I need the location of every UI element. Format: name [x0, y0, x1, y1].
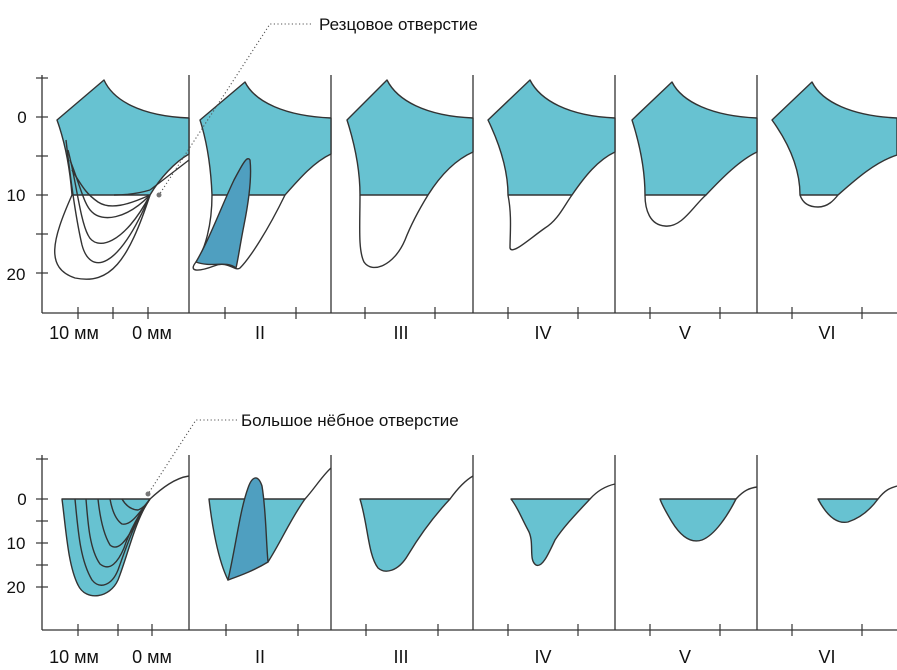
top-x-label-v: V — [679, 323, 691, 343]
bottom-y-label-10: 10 — [7, 534, 26, 553]
bottom-ii-dark-segment — [227, 477, 269, 581]
top-panel: 0 10 20 — [7, 15, 897, 343]
bottom-y-label-0: 0 — [17, 490, 26, 509]
bottom-section-2 — [208, 467, 332, 581]
bottom-x-label-10mm: 10 мм — [49, 647, 99, 667]
bottom-y-ticks — [36, 458, 48, 588]
top-section-2 — [192, 81, 332, 271]
top-callout-leader — [158, 23, 311, 196]
top-x-label-10mm: 10 мм — [49, 323, 99, 343]
top-y-label-20: 20 — [7, 265, 26, 284]
top-ii-dark-segment — [195, 158, 252, 269]
bottom-callout-leader — [147, 419, 237, 495]
bottom-greater-palatine-dot — [145, 491, 151, 497]
top-section-6 — [771, 81, 897, 208]
top-x-label-iii: III — [393, 323, 408, 343]
bottom-x-label-v: V — [679, 647, 691, 667]
top-x-label-vi: VI — [818, 323, 835, 343]
top-separators — [188, 75, 758, 313]
bottom-callout-label: Большое нёбное отверстие — [241, 411, 459, 430]
bottom-x-label-vi: VI — [818, 647, 835, 667]
bottom-section-1 — [61, 475, 190, 597]
bottom-panel: 0 10 20 — [7, 411, 897, 667]
bottom-x-label-0mm: 0 мм — [132, 647, 172, 667]
top-callout-label: Резцовое отверстие — [319, 15, 478, 34]
bottom-section-6 — [817, 485, 897, 524]
bottom-section-3 — [359, 475, 474, 572]
top-section-1 — [54, 79, 190, 280]
bottom-x-ticks — [77, 624, 863, 636]
bottom-x-label-ii: II — [255, 647, 265, 667]
top-y-label-0: 0 — [17, 108, 26, 127]
top-section-5 — [631, 81, 758, 227]
bottom-x-label-iii: III — [393, 647, 408, 667]
top-x-label-0mm: 0 мм — [132, 323, 172, 343]
bottom-section-5 — [659, 486, 758, 542]
top-y-ticks — [36, 77, 48, 274]
top-x-ticks — [77, 307, 863, 319]
top-x-label-iv: IV — [534, 323, 551, 343]
top-x-label-ii: II — [255, 323, 265, 343]
top-y-label-10: 10 — [7, 186, 26, 205]
top-section-4 — [487, 79, 616, 251]
bottom-section-4 — [510, 483, 616, 567]
bottom-y-label-20: 20 — [7, 578, 26, 597]
top-section-3 — [346, 79, 474, 269]
bottom-x-label-iv: IV — [534, 647, 551, 667]
